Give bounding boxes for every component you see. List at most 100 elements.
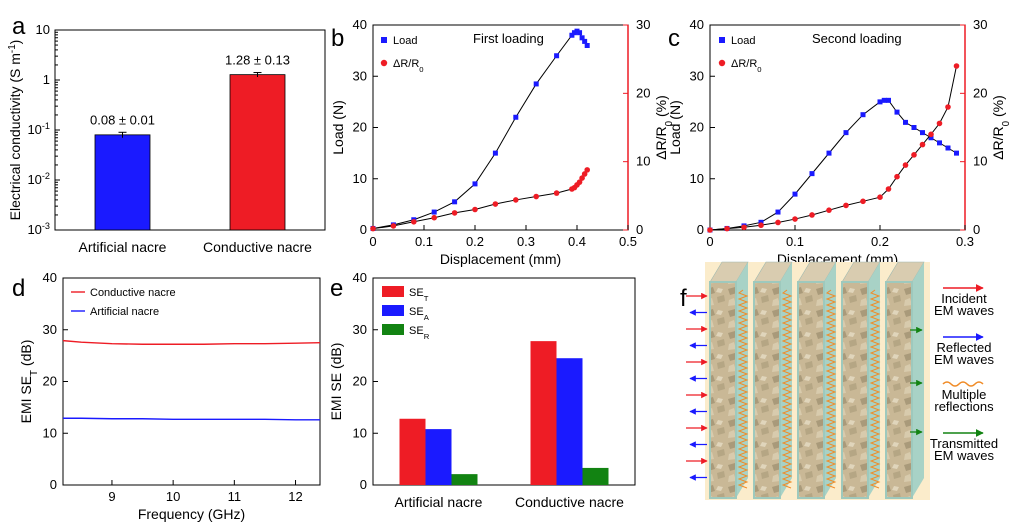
data-point-resistance [370,225,376,232]
data-point-load [758,219,764,225]
x-tick-label: 0.3 [956,234,974,249]
panel-label-b: b [331,25,344,52]
legend-swatch [382,324,404,335]
data-point-load [792,191,798,197]
nacre-layers [709,261,925,499]
legend-marker-resistance [380,59,388,67]
bar [229,74,286,231]
legend-label-load: Load [393,35,417,47]
y-tick-label: 10-1 [27,121,50,137]
data-point-load [903,119,908,125]
data-point-load [826,150,832,156]
data-point-load [945,145,951,151]
series-line-load [709,99,957,231]
y2-tick-label: 0 [636,222,643,237]
legend-label-resistance: ΔR/R0 [393,58,424,74]
annotation: Second loading [812,31,902,46]
data-point-load [492,150,498,156]
data-point-resistance [390,223,397,229]
multiple-reflection-path [825,289,837,489]
y2-axis-label: ΔR/R0 (%) [990,95,1012,160]
data-point-load [775,209,781,215]
bar-se-t [399,418,426,485]
x-tick-label: 9 [108,489,115,504]
y-tick-label: 10-2 [27,171,50,187]
data-point-load [574,28,580,34]
y-tick-label: 30 [353,322,367,337]
series-line-conductive [62,339,321,345]
data-point-resistance [902,162,909,168]
y-axis-label: Electrical conductivity (S m-1) [7,40,24,221]
y-tick-label: 0 [360,222,367,237]
y2-tick-label: 10 [636,154,650,169]
y-tick-label: 0 [697,222,704,237]
y-tick-label: 10 [353,171,367,186]
data-point-resistance [576,179,583,185]
y2-tick-label: 20 [973,85,987,100]
y-axis-label: EMI SE (dB) [328,343,344,421]
legend-swatch [382,286,404,297]
data-point-resistance [741,224,747,231]
y2-axis-label: ΔR/R0 (%) [653,95,675,160]
bar-se-r [582,467,609,485]
legend-text: Incident [941,291,987,306]
y-tick-label: 20 [43,374,57,389]
data-point-resistance [579,175,585,181]
wave-arrows [686,292,923,481]
data-point-resistance [919,141,926,148]
panel-label-e: e [330,275,343,302]
data-point-load [533,81,539,87]
y-tick-label: 20 [353,374,367,389]
x-tick-label: 0.5 [619,234,637,249]
y-tick-label: 40 [353,270,367,285]
panel-label-c: c [668,25,680,52]
data-point-resistance [911,152,917,158]
legend-text: Transmitted [930,436,998,451]
data-point-resistance [472,206,478,213]
y-tick-label: 30 [43,322,57,337]
data-point-resistance [707,227,713,233]
x-tick-label: 11 [228,489,242,504]
data-point-load [582,38,588,44]
data-point-resistance [451,210,458,216]
chart-d-emi-frequency: 9 10 11 12 0 10 20 30 40 Frequency (GHz) EMI SET (… [18,270,321,522]
data-point-load [431,209,437,215]
y-tick-label: 30 [690,68,704,83]
data-point-resistance [553,190,560,196]
annotation: First loading [473,31,544,46]
data-point-resistance [877,194,883,200]
data-point-load [894,109,900,115]
panel-label-f: f [680,285,687,312]
data-point-load [569,32,575,38]
y-axis-label: EMI SET (dB) [18,340,40,424]
x-axis-label: Frequency (GHz) [138,506,245,522]
y-tick-label: 10 [690,171,704,186]
x-tick-label: 0 [706,234,713,249]
plot-frame [372,24,629,231]
data-point-load [881,97,887,103]
multiple-reflection-path [869,289,881,489]
panel-label-d: d [12,275,25,302]
y2-tick-label: 30 [973,17,987,32]
data-point-load [472,181,478,187]
legend-marker-load [381,37,387,43]
data-point-load [911,125,917,130]
x-category-label: Conductive nacre [203,239,312,255]
nacre-layer [753,281,781,499]
legend-text: EM waves [934,448,994,463]
data-point-resistance [792,216,798,222]
legend-swatch [382,305,404,316]
data-label: 0.08 ± 0.01 [90,112,155,127]
x-category-label: Artificial nacre [395,494,483,510]
data-point-load [937,140,942,146]
x-tick-label: 10 [166,489,180,504]
data-point-load [579,35,585,41]
data-point-resistance [492,201,499,207]
legend-text: reflections [934,399,994,414]
chart-e-emi-bars: 0 10 20 30 40 EMI SE (dB) Artificial nacre Cond… [328,270,636,510]
